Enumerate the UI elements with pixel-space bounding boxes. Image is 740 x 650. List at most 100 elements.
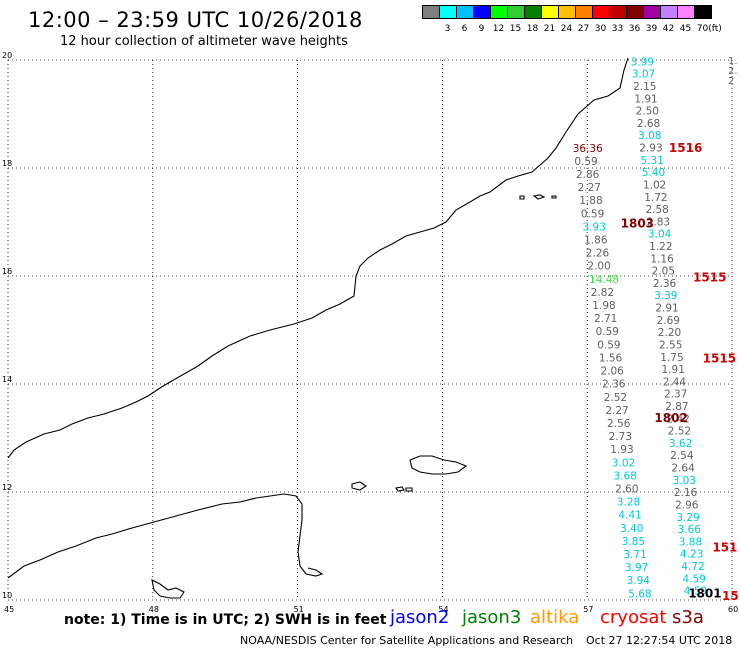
legend-label: 42 <box>662 24 675 34</box>
swh-value-track-a: 5.31 <box>641 155 664 167</box>
pass-time-label: 151 <box>712 540 737 554</box>
swh-value-track-b: 3.93 <box>583 221 606 233</box>
swh-value-track-b: 3.02 <box>612 457 635 469</box>
legend-label: 24 <box>560 24 573 34</box>
satellite-jason3: jason3 <box>462 607 522 628</box>
lat-lon-grid <box>7 59 733 601</box>
swh-value-track-b: 1.88 <box>579 195 602 207</box>
swh-value-track-b: 2.60 <box>615 483 638 495</box>
swh-value-track-a: 1.22 <box>649 241 672 253</box>
swh-value-track-a: 1.16 <box>650 253 674 265</box>
map-title: 12:00 – 23:59 UTC 10/26/2018 <box>28 8 363 32</box>
legend-label: 45 <box>679 24 692 34</box>
swh-value-track-b: 0.59 <box>581 208 604 220</box>
legend-label: 18 <box>526 24 539 34</box>
legend-label: 15 <box>509 24 522 34</box>
swh-value-track-b: 3.85 <box>622 536 645 548</box>
swh-value-track-a: 4.59 <box>684 586 707 598</box>
satellite-cryosat: cryosat <box>600 607 667 628</box>
swh-value-track-a: 2.37 <box>664 389 687 401</box>
swh-value-track-a: 3.07 <box>632 69 655 81</box>
swh-value-track-a: 3.39 <box>654 290 677 302</box>
swh-value-track-a: 2.69 <box>657 315 680 327</box>
swh-value-track-b: 1.93 <box>610 444 633 456</box>
pass-time-label: 1516 <box>669 141 702 155</box>
swh-value-track-a: 2.50 <box>636 106 659 118</box>
arabian-coastline <box>7 57 629 459</box>
swh-value-track-a: 4.72 <box>681 561 704 573</box>
legend-unit: (ft) <box>708 24 722 34</box>
swh-value-track-b: 2.27 <box>605 405 628 417</box>
swh-value-track-b: 2.26 <box>586 248 610 260</box>
legend-label: 12 <box>492 24 505 34</box>
lon-tick-label: 54 <box>438 605 448 614</box>
swh-value-track-b: 2.27 <box>578 182 601 194</box>
swh-value-track-a: 2.52 <box>668 426 691 438</box>
swh-value-track-b: 1.98 <box>592 300 615 312</box>
swh-value-track-a: 2.54 <box>670 450 694 462</box>
swh-value-track-b: 2.00 <box>587 261 610 273</box>
legend-label: 6 <box>461 24 468 34</box>
credit-line: NOAA/NESDIS Center for Satellite Applica… <box>240 634 574 647</box>
swh-value-track-b: 3.71 <box>623 549 646 561</box>
swh-value-track-a: 2.20 <box>658 327 681 339</box>
swh-value-track-b: 2.36 <box>602 379 626 391</box>
island-small-2 <box>395 486 405 492</box>
swh-value-track-b: 1.56 <box>599 352 623 364</box>
swh-value-track-a: 2.44 <box>663 376 687 388</box>
swh-value-track-a: 2.58 <box>645 204 668 216</box>
swh-value-track-a: 2.93 <box>639 143 662 155</box>
legend-swatch <box>694 5 712 19</box>
pass-time-label: 1802 <box>654 411 687 425</box>
horn-coastline <box>7 493 324 579</box>
swh-value-track-a: 3.29 <box>676 512 699 524</box>
edge-label: 2. <box>728 66 738 77</box>
axis-labels: 20 18 16 14 12 10 45 48 51 54 57 60 <box>2 51 738 614</box>
swh-value-track-a: 2.16 <box>674 487 698 499</box>
satellite-jason2: jason2 <box>390 607 450 628</box>
satellite-s3a: s3a <box>672 607 704 628</box>
generated-timestamp: Oct 27 12:27:54 UTC 2018 <box>586 634 733 647</box>
pass-time-label: 1801 <box>688 586 721 600</box>
swh-value-track-a: 3.04 <box>648 229 672 241</box>
swh-value-track-b: 2.06 <box>600 366 624 378</box>
pass-time-label: 1515 <box>703 351 736 365</box>
pass-time-label: 1515 <box>693 270 726 284</box>
swh-value-track-a: 2.96 <box>675 499 699 511</box>
legend-label: 33 <box>611 24 624 34</box>
legend-label: 30 <box>594 24 607 34</box>
swh-value-track-b: 0.59 <box>597 339 620 351</box>
swh-value-track-a: 2.55 <box>659 339 682 351</box>
legend-label: 39 <box>645 24 658 34</box>
legend-label: 27 <box>577 24 590 34</box>
swh-value-track-a: 1.75 <box>660 352 683 364</box>
lat-tick-label: 18 <box>2 159 12 168</box>
swh-value-track-b: 36.36 <box>573 143 603 155</box>
island-small-3 <box>405 487 413 492</box>
swh-value-track-b: 0.59 <box>574 156 597 168</box>
swh-value-track-b: 3.28 <box>617 497 640 509</box>
swh-value-track-a: 3.62 <box>669 438 692 450</box>
swh-value-track-a: 2.05 <box>652 266 675 278</box>
lat-tick-label: 16 <box>2 267 12 276</box>
island-small-1 <box>351 481 367 491</box>
swh-value-track-a: 4.59 <box>682 573 705 585</box>
swh-value-track-b: 14.48 <box>589 274 619 286</box>
legend-label: 3 <box>444 24 451 34</box>
swh-readings: 3.993.072.151.912.502.683.082.935.315.40… <box>573 56 740 603</box>
swh-value-track-a: 1.91 <box>662 364 685 376</box>
islet-2 <box>532 194 546 200</box>
swh-value-track-a: 3.88 <box>679 536 702 548</box>
swh-value-track-a: 5.40 <box>642 167 665 179</box>
swh-value-track-b: 2.82 <box>591 287 614 299</box>
swh-value-track-b: 4.41 <box>618 510 641 522</box>
swh-value-track-a: 3.99 <box>631 56 654 68</box>
swh-value-track-b: 3.97 <box>625 562 648 574</box>
legend-label: 21 <box>543 24 556 34</box>
swh-value-track-a: 3.03 <box>673 475 696 487</box>
swh-value-track-b: 1.86 <box>584 235 608 247</box>
pass-time-label: 1803 <box>621 216 654 230</box>
swh-value-track-a: 3.66 <box>678 524 702 536</box>
swh-value-track-a: 3.08 <box>638 130 661 142</box>
swh-value-track-b: 2.52 <box>604 392 627 404</box>
